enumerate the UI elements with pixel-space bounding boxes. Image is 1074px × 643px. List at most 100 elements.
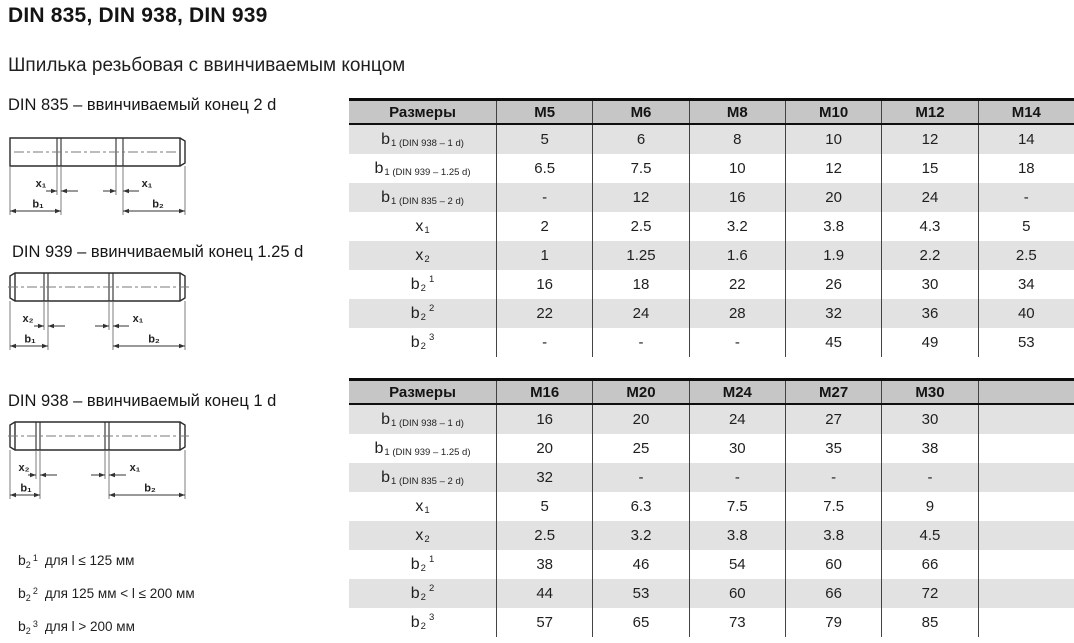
- value-cell: -: [688, 328, 785, 357]
- value-cell: 2.5: [977, 241, 1074, 270]
- row-label-subscript: 2: [424, 254, 430, 265]
- drawing-title-din-835: DIN 835 – ввинчиваемый конец 2 d: [8, 96, 277, 114]
- value-cell: -: [784, 463, 881, 492]
- header-size-M24: M24: [688, 381, 785, 403]
- value-cell: 16: [496, 270, 592, 299]
- value-cell: 18: [977, 154, 1074, 183]
- value-cell: 12: [881, 125, 977, 154]
- header-size-empty: [977, 381, 1074, 403]
- row-label-subscript: 1 (DIN 835 – 2 d): [391, 196, 464, 207]
- value-cell: 22: [496, 299, 592, 328]
- value-cell: 2: [496, 212, 592, 241]
- row-label-subscript: 2: [420, 621, 426, 632]
- value-cell: 25: [592, 434, 688, 463]
- value-cell: 49: [881, 328, 977, 357]
- page-subtitle: Шпилька резьбовая с ввинчиваемым концом: [8, 55, 406, 76]
- value-cell: 12: [592, 183, 688, 212]
- dim-label-x-left: x₂: [18, 462, 29, 474]
- row-label-subscript: 1 (DIN 938 – 1 d): [391, 138, 464, 149]
- drawing-title-din-939: DIN 939 – ввинчиваемый конец 1.25 d: [12, 243, 304, 261]
- value-cell: 2.2: [881, 241, 977, 270]
- value-cell: 5: [496, 125, 592, 154]
- row-label-subscript: 2: [420, 592, 426, 603]
- row-label-superscript: 1: [428, 554, 435, 565]
- value-cell: 53: [592, 579, 688, 608]
- value-cell: 12: [784, 154, 881, 183]
- dim-label-x-right: x₁: [142, 178, 153, 190]
- table-row: x 1 2 2.5 3.2 3.8 4.3 5: [349, 212, 1074, 241]
- value-cell: 44: [496, 579, 592, 608]
- footnote-symbol: b: [18, 585, 26, 601]
- value-cell: 24: [881, 183, 977, 212]
- value-cell: 45: [784, 328, 881, 357]
- footnote-b2-3: b23 для l > 200 мм: [18, 618, 135, 636]
- header-size-M27: M27: [784, 381, 881, 403]
- value-cell: 30: [881, 405, 977, 434]
- value-cell: 65: [592, 608, 688, 637]
- value-cell: 35: [784, 434, 881, 463]
- dim-label-x-right: x₁: [130, 462, 141, 474]
- table-row: b 2 2 22 24 28 32 36 40: [349, 299, 1074, 328]
- value-cell: 4.3: [881, 212, 977, 241]
- table-row: b 2 3 57 65 73 79 85: [349, 608, 1074, 637]
- dim-label-b1: b₁: [20, 483, 32, 495]
- row-label-main: x: [415, 526, 424, 544]
- table-row: b 2 3- - -45 49 53: [349, 328, 1074, 357]
- value-cell: 4.5: [881, 521, 977, 550]
- row-label-subscript: 2: [420, 312, 426, 323]
- value-cell: 16: [496, 405, 592, 434]
- value-cell: 60: [784, 550, 881, 579]
- value-cell: 38: [496, 550, 592, 579]
- footnote-text: для 125 мм < l ≤ 200 мм: [44, 586, 195, 601]
- value-cell: 6: [592, 125, 688, 154]
- value-cell: [977, 434, 1074, 463]
- row-label-main: b: [381, 410, 391, 428]
- row-label-subscript: 1: [424, 505, 430, 516]
- table-row: x 1 5 6.3 7.5 7.5 9: [349, 492, 1074, 521]
- value-cell: 3.8: [784, 521, 881, 550]
- row-label-superscript: 3: [428, 332, 435, 343]
- row-label-main: x: [415, 497, 424, 515]
- footnote-b2-1: b21 для l ≤ 125 мм: [18, 552, 135, 570]
- value-cell: 66: [881, 550, 977, 579]
- table-row: b 2 1 16 18 22 26 30 34: [349, 270, 1074, 299]
- row-label-subscript: 2: [420, 341, 426, 352]
- row-label-subscript: 1 (DIN 939 – 1.25 d): [384, 167, 471, 178]
- dimension-arrows: [10, 188, 185, 214]
- dim-label-b1: b₁: [32, 199, 44, 211]
- footnote-text: для l ≤ 125 мм: [44, 553, 135, 568]
- value-cell: 46: [592, 550, 688, 579]
- value-cell: [977, 492, 1074, 521]
- table-row: x 2 1 1.25 1.6 1.9 2.2 2.5: [349, 241, 1074, 270]
- value-cell: 20: [592, 405, 688, 434]
- table-row: x 2 2.5 3.2 3.8 3.8 4.5: [349, 521, 1074, 550]
- value-cell: -: [496, 328, 592, 357]
- header-size-M6: M6: [592, 101, 688, 123]
- value-cell: 30: [881, 270, 977, 299]
- footnote-symbol: b: [18, 552, 26, 568]
- value-cell: 6.3: [592, 492, 688, 521]
- row-label-main: b: [410, 584, 420, 602]
- row-label-superscript: 2: [428, 583, 435, 594]
- row-label-main: b: [381, 130, 391, 148]
- value-cell: 1.6: [688, 241, 785, 270]
- value-cell: 66: [784, 579, 881, 608]
- row-label-main: x: [415, 246, 424, 264]
- value-cell: 16: [688, 183, 785, 212]
- value-cell: 32: [784, 299, 881, 328]
- value-cell: 27: [784, 405, 881, 434]
- row-label-superscript: 1: [428, 274, 435, 285]
- din-938-stud-drawing: x₂ x₁ b₁ b₂: [8, 421, 190, 499]
- header-size-M8: M8: [688, 101, 785, 123]
- value-cell: 1.9: [784, 241, 881, 270]
